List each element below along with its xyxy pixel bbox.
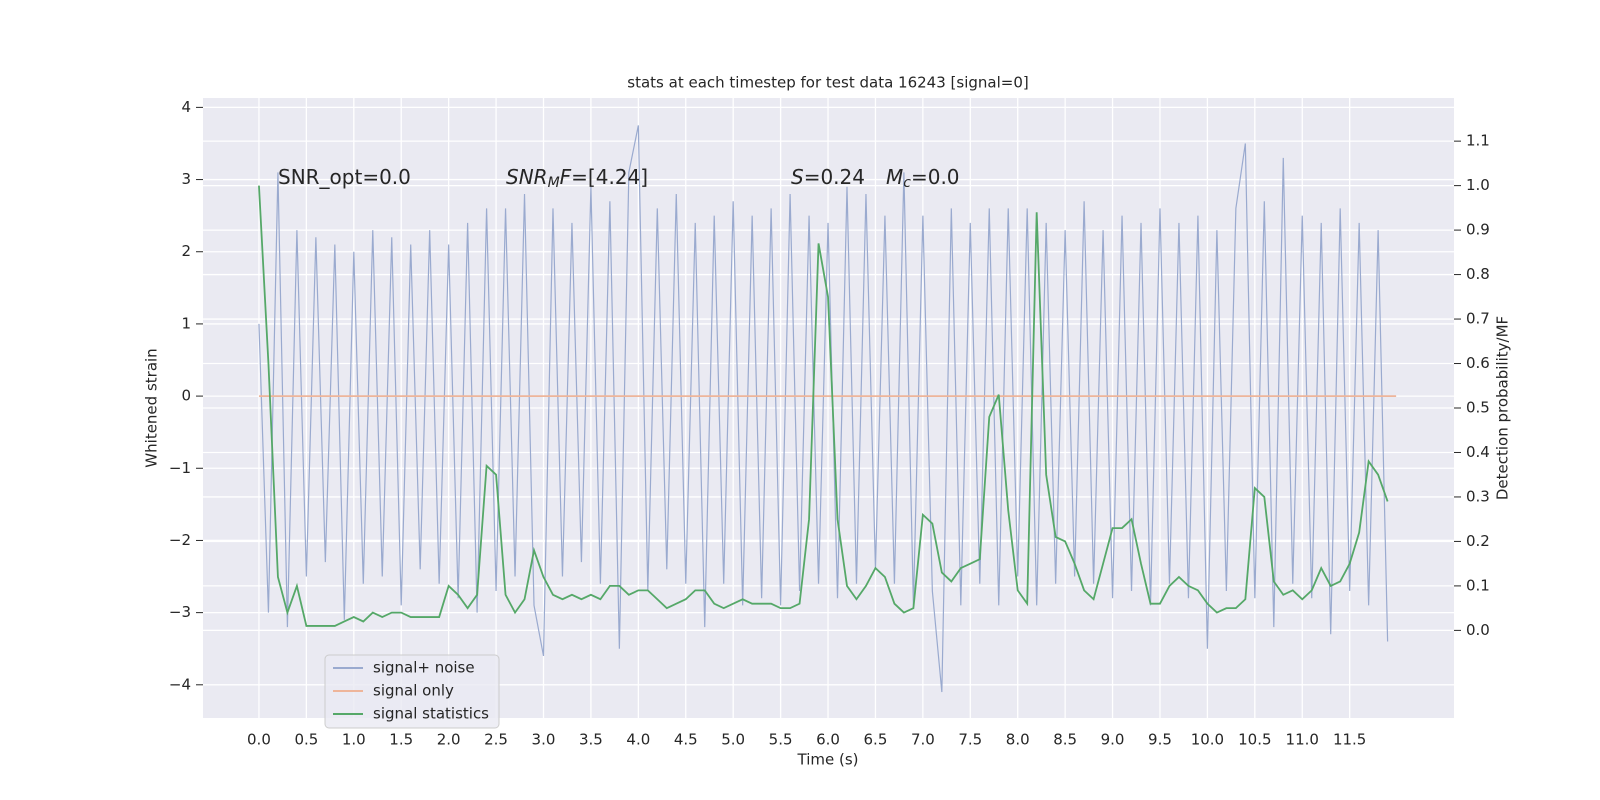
y-tick-label: −2 <box>169 531 191 549</box>
y2-tick-label: 0.7 <box>1466 310 1490 328</box>
x-tick-label: 7.0 <box>911 731 935 749</box>
x-tick-label: 11.5 <box>1333 731 1366 749</box>
y2-tick-label: 0.9 <box>1466 221 1490 239</box>
chart-title: stats at each timestep for test data 162… <box>627 74 1028 92</box>
y-tick-label: 3 <box>181 170 191 188</box>
y-tick-label: −4 <box>169 675 191 693</box>
x-tick-label: 2.5 <box>484 731 508 749</box>
grid <box>203 98 1454 718</box>
x-axis-label: Time (s) <box>797 751 859 769</box>
x-tick-label: 6.0 <box>816 731 840 749</box>
x-tick-label: 1.0 <box>342 731 366 749</box>
y2-tick-label: 0.2 <box>1466 532 1490 550</box>
x-tick-label: 11.0 <box>1286 731 1319 749</box>
y2-tick-label: 0.6 <box>1466 354 1490 372</box>
marks <box>258 125 1397 693</box>
annotation-part: F <box>560 165 572 189</box>
legend-label: signal only <box>373 682 454 700</box>
y2-tick-label: 0.5 <box>1466 399 1490 417</box>
x-tick-label: 5.0 <box>721 731 745 749</box>
annotation-part: S <box>791 165 804 189</box>
series-line <box>258 125 1389 693</box>
x-tick-label: 9.0 <box>1101 731 1125 749</box>
y2-axis-label: Detection probability/MF <box>1494 316 1512 500</box>
y2-tick-label: 1.1 <box>1466 132 1490 150</box>
y-tick-label: −1 <box>169 459 191 477</box>
annotation-part: =0.24 <box>804 165 865 189</box>
x-tick-label: 7.5 <box>958 731 982 749</box>
y2-tick-label: 0.1 <box>1466 576 1490 594</box>
annotation: S=0.24 <box>791 165 865 189</box>
labels: 0.0 0.5 1.0 1.5 2.0 2.5 3.0 3.5 4.0 4.5 5.0 5.5 6.0 6… <box>169 98 1490 749</box>
x-tick-label: 6.5 <box>864 731 888 749</box>
x-tick-label: 0.0 <box>247 731 271 749</box>
y-tick-label: 4 <box>181 98 191 116</box>
legend-frame <box>324 654 500 729</box>
x-tick-label: 3.0 <box>532 731 556 749</box>
x-tick-label: 10.5 <box>1238 731 1271 749</box>
annotation-part: M <box>548 175 560 191</box>
y2-tick-label: 0.4 <box>1466 443 1490 461</box>
y-axis-label: Whitened strain <box>143 348 161 467</box>
x-tick-label: 1.5 <box>389 731 413 749</box>
annotation: SNR_opt=0.0 <box>278 165 411 189</box>
annotation-part: SNR <box>506 165 548 189</box>
annotation-part: =0.0 <box>911 165 960 189</box>
x-tick-label: 2.0 <box>437 731 461 749</box>
annotation: Mc=0.0 <box>886 165 960 192</box>
x-tick-label: 3.5 <box>579 731 603 749</box>
annotation-part: =[4.24] <box>571 165 648 189</box>
x-tick-label: 4.0 <box>626 731 650 749</box>
x-tick-label: 5.5 <box>769 731 793 749</box>
annotation: SNRMF=[4.24] <box>506 165 648 192</box>
annotation-part: SNR_opt=0.0 <box>278 165 411 189</box>
x-tick-label: 8.5 <box>1053 731 1077 749</box>
x-tick-label: 9.5 <box>1148 731 1172 749</box>
x-tick-label: 0.5 <box>294 731 318 749</box>
x-tick-label: 10.0 <box>1191 731 1224 749</box>
x-tick-label: 4.5 <box>674 731 698 749</box>
y-tick-label: 2 <box>181 242 191 260</box>
y-tick-label: 1 <box>181 314 191 332</box>
series-line <box>258 185 1389 627</box>
annotation-part: c <box>903 175 911 191</box>
legend-label: signal statistics <box>373 705 489 723</box>
legend-label: signal+ noise <box>373 659 475 677</box>
legend: signal+ noise signal only signal statistic… <box>324 654 500 729</box>
y2-tick-label: 0.8 <box>1466 265 1490 283</box>
y-tick-label: −3 <box>169 603 191 621</box>
y-tick-label: 0 <box>181 387 191 405</box>
x-tick-label: 8.0 <box>1006 731 1030 749</box>
annotation-part: M <box>886 165 903 189</box>
y2-tick-label: 1.0 <box>1466 176 1490 194</box>
y2-tick-label: 0.0 <box>1466 621 1490 639</box>
y2-tick-label: 0.3 <box>1466 487 1490 505</box>
